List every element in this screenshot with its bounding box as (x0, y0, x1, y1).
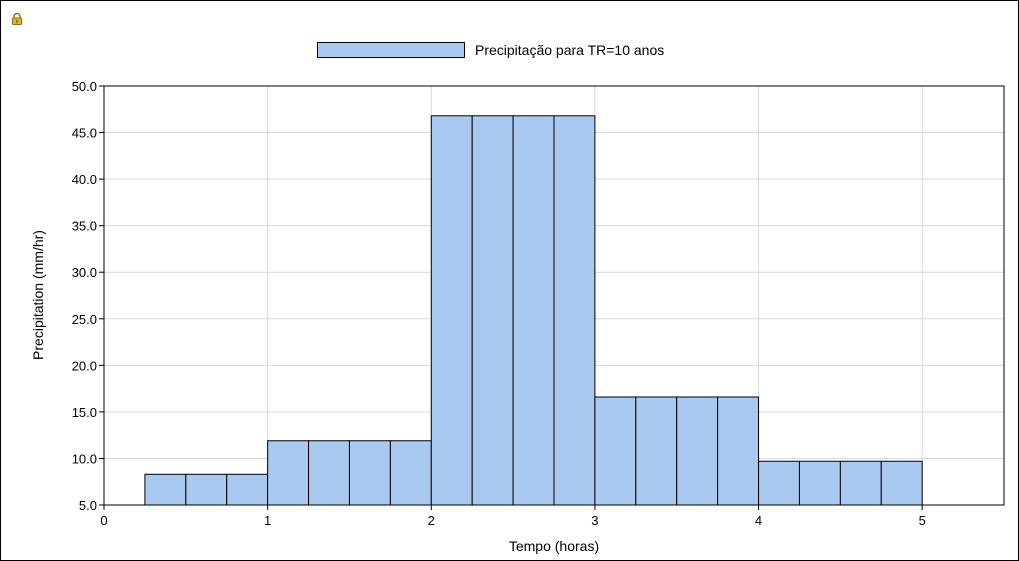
y-axis-ticks: 5.0 10.0 15.0 20.0 25.0 30.0 35.0 40.0 45.0 50.0 (72, 79, 104, 513)
y-tick-label: 35.0 (72, 219, 97, 234)
y-axis-title: Precipitation (mm/hr) (30, 230, 46, 360)
precipitation-bar (676, 396, 719, 506)
precipitation-bar (226, 473, 269, 506)
lock-icon[interactable] (11, 12, 23, 25)
precipitation-bar (553, 115, 596, 506)
precipitation-bar (144, 473, 187, 506)
precipitation-bar (430, 115, 473, 506)
y-tick-label: 10.0 (72, 451, 97, 466)
bars (144, 115, 923, 506)
precipitation-bar (348, 440, 391, 506)
y-tick-label: 50.0 (72, 79, 97, 94)
legend-swatch (317, 42, 465, 58)
precipitation-bar (512, 115, 555, 506)
precipitation-bar (471, 115, 514, 506)
x-tick-label: 1 (264, 513, 271, 528)
x-tick-label: 0 (100, 513, 107, 528)
precipitation-bar (758, 460, 800, 506)
chart-legend: Precipitação para TR=10 anos (317, 40, 664, 60)
x-axis-title: Tempo (horas) (509, 538, 599, 554)
precipitation-bar (798, 460, 841, 506)
y-tick-label: 15.0 (72, 405, 97, 420)
y-tick-label: 30.0 (72, 265, 97, 280)
plot-area-border (103, 85, 1005, 506)
y-tick-label: 40.0 (72, 172, 97, 187)
precipitation-bar (880, 460, 923, 506)
precipitation-bar (267, 440, 310, 506)
precipitation-bar (839, 460, 882, 506)
y-tick-label: 5.0 (79, 498, 97, 513)
x-tick-label: 2 (428, 513, 435, 528)
precipitation-bar (185, 473, 228, 506)
precipitation-bar (635, 396, 678, 506)
precipitation-bar (389, 440, 432, 506)
precipitation-bar (594, 396, 637, 506)
legend-label: Precipitação para TR=10 anos (475, 42, 665, 58)
precipitation-bar (308, 440, 350, 506)
x-axis-ticks: 0 1 2 3 4 5 (100, 505, 926, 528)
y-tick-label: 20.0 (72, 358, 97, 373)
x-tick-label: 4 (755, 513, 762, 528)
precipitation-bar (717, 396, 760, 506)
x-tick-label: 3 (591, 513, 598, 528)
y-tick-label: 45.0 (72, 126, 97, 141)
y-tick-label: 25.0 (72, 312, 97, 327)
x-tick-label: 5 (919, 513, 926, 528)
